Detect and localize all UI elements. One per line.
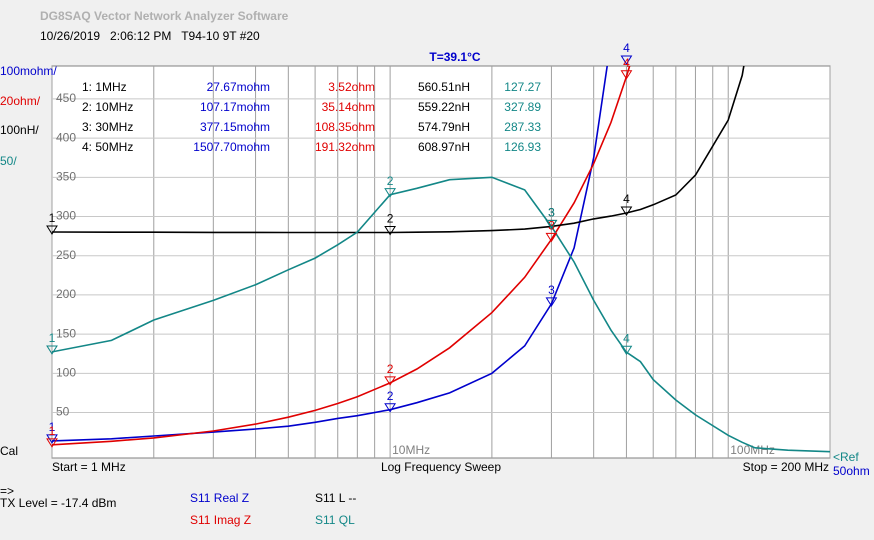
marker-label: 4 [623, 192, 630, 206]
marker [46, 345, 58, 355]
plot-area [51, 65, 831, 459]
arrow: => [0, 484, 14, 498]
marker-table-cell: 4: 50MHz [82, 140, 133, 154]
marker [545, 297, 558, 307]
y-tick-label: 150 [56, 326, 76, 340]
marker-table-cell: 126.93 [504, 140, 541, 154]
marker-label: 2 [387, 362, 394, 376]
marker-label: 2 [387, 174, 394, 188]
marker-table-cell: 559.22nH [418, 100, 470, 114]
marker [620, 345, 633, 356]
marker-table-cell: 2: 10MHz [82, 100, 133, 114]
marker-table-cell: 3: 30MHz [82, 120, 133, 134]
marker-label: 1 [49, 424, 56, 438]
marker-table-cell: 191.32ohm [315, 140, 375, 154]
scale-label: 20ohm/ [0, 94, 41, 108]
x-tick-label: 10MHz [392, 443, 430, 457]
marker-label: 1 [49, 420, 56, 434]
marker-label: 1 [49, 331, 56, 345]
marker-table-cell: 608.97nH [418, 140, 470, 154]
legend-entry: S11 Real Z [190, 491, 249, 505]
marker [46, 438, 58, 448]
y-tick-label: 300 [56, 209, 76, 223]
y-tick-label: 350 [56, 169, 76, 183]
trace [52, 176, 830, 453]
ref: <Ref [833, 450, 859, 464]
marker-table-cell: 108.35ohm [315, 120, 375, 134]
marker-label: 2 [387, 389, 394, 403]
sweep: Log Frequency Sweep [381, 460, 501, 474]
temperature: T=39.1°C [429, 50, 480, 64]
marker-label: 3 [548, 283, 555, 297]
trace [52, 66, 631, 446]
marker [384, 226, 397, 236]
legend-entry: S11 Imag Z [190, 513, 251, 527]
scale-label: 100nH/ [0, 123, 39, 137]
y-tick-label: 100 [56, 365, 76, 379]
marker-table-cell: 3.52ohm [328, 80, 375, 94]
tx-level: TX Level = -17.4 dBm [0, 496, 116, 510]
y-tick-label: 200 [56, 287, 76, 301]
grid [51, 66, 831, 458]
trace [52, 66, 608, 442]
x-tick-label: 100MHz [730, 443, 775, 457]
start: Start = 1 MHz [52, 460, 126, 474]
legend-entry: S11 L -- [315, 491, 356, 505]
marker-label: 4 [623, 331, 630, 345]
trace [52, 66, 745, 234]
scale-label: 100mohm/ [0, 64, 57, 78]
marker-label: 1 [49, 211, 56, 225]
app-title: DG8SAQ Vector Network Analyzer Software [40, 9, 289, 23]
marker-table-cell: 107.17mohm [200, 100, 270, 114]
marker-table-cell: 560.51nH [418, 80, 470, 94]
info: 10/26/2019 2:06:12 PM T94-10 9T #20 [40, 29, 260, 43]
marker-label: 4 [623, 56, 630, 70]
marker-label: 3 [548, 219, 555, 233]
y-tick-label: 400 [56, 130, 76, 144]
marker [620, 70, 633, 80]
marker-table-cell: 377.15mohm [200, 120, 270, 134]
marker [620, 55, 633, 65]
legend-entry: S11 QL [315, 513, 355, 527]
marker-table-cell: 27.67mohm [207, 80, 270, 94]
marker-table-cell: 574.79nH [418, 120, 470, 134]
marker-label: 4 [623, 41, 630, 55]
y-tick-label: 250 [56, 248, 76, 262]
marker-table-cell: 127.27 [504, 80, 541, 94]
marker [545, 219, 558, 230]
marker-table-cell: 1: 1MHz [82, 80, 127, 94]
marker [384, 403, 397, 413]
marker-table-cell: 327.89 [504, 100, 541, 114]
marker-label: 2 [387, 212, 394, 226]
y-tick-label: 450 [56, 91, 76, 105]
ref-value: 50ohm [833, 464, 870, 478]
marker-label: 3 [548, 206, 555, 220]
marker [620, 206, 633, 216]
scale-label: 50/ [0, 154, 17, 168]
marker-table-cell: 35.14ohm [322, 100, 375, 114]
stop: Stop = 200 MHz [743, 460, 829, 474]
marker [384, 376, 397, 386]
marker [545, 232, 558, 243]
marker-label: 3 [548, 206, 555, 220]
marker [46, 225, 58, 235]
marker [384, 188, 397, 198]
y-tick-label: 50 [56, 405, 70, 419]
marker-table-cell: 1507.70mohm [193, 140, 270, 154]
marker-table-cell: 287.33 [504, 120, 541, 134]
traces [52, 66, 830, 453]
cal: Cal [0, 444, 18, 458]
